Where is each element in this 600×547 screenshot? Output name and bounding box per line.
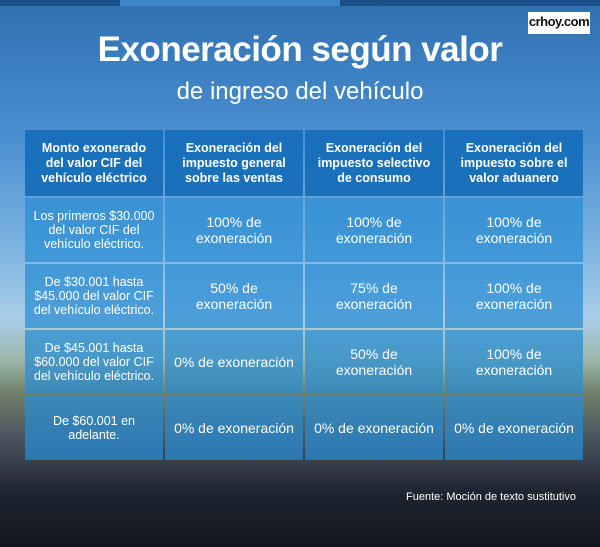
logo: crhoy.com [528,12,590,34]
table-cell: 100% de exoneración [445,330,583,394]
column-header: Monto exonerado del valor CIF del vehícu… [25,130,163,196]
row-header: Los primeros $30.000 del valor CIF del v… [25,198,163,262]
subtitle: de ingreso del vehículo [176,78,424,105]
table-cell: 50% de exoneración [305,330,443,394]
table-cell: 50% de exoneración [165,264,303,328]
table-cell: 100% de exoneración [445,264,583,328]
table-cell: 0% de exoneración [305,396,443,460]
table-cell: 100% de exoneración [305,198,443,262]
source: Fuente: Moción de texto sustitutivo [406,491,576,503]
table-cell: 0% de exoneración [165,330,303,394]
column-header: Exoneración del impuesto selectivo de co… [305,130,443,196]
top-bar-accent [120,0,340,6]
table-cell: 75% de exoneración [305,264,443,328]
title: Exoneración según valor [97,30,503,69]
table-cell: 0% de exoneración [445,396,583,460]
table-cell: 0% de exoneración [165,396,303,460]
column-header: Exoneración del impuesto sobre el valor … [445,130,583,196]
table-cell: 100% de exoneración [165,198,303,262]
row-header: De $30.001 hasta $45.000 del valor CIF d… [25,264,163,328]
row-header: De $45.001 hasta $60.000 del valor CIF d… [25,330,163,394]
column-header: Exoneración del impuesto general sobre l… [165,130,303,196]
table-cell: 100% de exoneración [445,198,583,262]
row-header: De $60.001 en adelante. [25,396,163,460]
